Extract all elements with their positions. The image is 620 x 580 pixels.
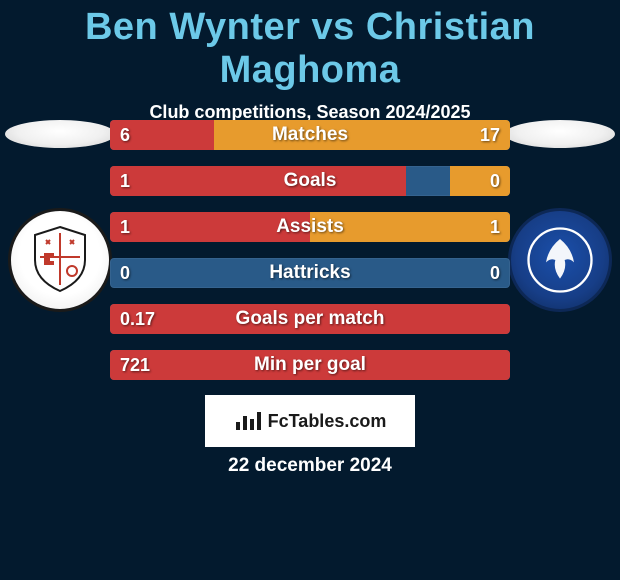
phoenix-icon [525, 225, 595, 295]
chart-area: 617Matches 10Goals 11Assists 0 0Hattricks 0.1… [0, 110, 620, 410]
bar-right-fill [450, 166, 510, 196]
bar-left-fill [110, 166, 406, 196]
right-player-column [500, 110, 620, 410]
stat-right-value: 0 [480, 258, 510, 288]
bar-chart-icon [234, 410, 262, 432]
branding-label: FcTables.com [268, 411, 387, 432]
player-oval-right [505, 120, 615, 148]
stat-row: 10Goals [110, 166, 510, 196]
player-oval-left [5, 120, 115, 148]
club-crest-right [508, 208, 612, 312]
bar-left-fill [110, 120, 214, 150]
left-player-column [0, 110, 120, 410]
club-crest-left [8, 208, 112, 312]
branding-box: FcTables.com [205, 395, 415, 447]
shield-icon [25, 225, 95, 295]
stat-bars: 617Matches 10Goals 11Assists 0 0Hattricks 0.1… [110, 120, 510, 396]
page-title: Ben Wynter vs Christian Maghoma [0, 0, 620, 92]
bar-right-fill [310, 212, 510, 242]
stat-row: 0 0Hattricks [110, 258, 510, 288]
stat-label: Hattricks [110, 258, 510, 288]
bar-left-fill [110, 212, 310, 242]
stat-row: 617Matches [110, 120, 510, 150]
bar-left-fill [110, 350, 510, 380]
stat-row: 0.17Goals per match [110, 304, 510, 334]
bar-left-fill [110, 304, 510, 334]
stat-left-value: 0 [110, 258, 140, 288]
date-label: 22 december 2024 [0, 455, 620, 477]
stat-row: 721Min per goal [110, 350, 510, 380]
stat-row: 11Assists [110, 212, 510, 242]
bar-right-fill [214, 120, 510, 150]
comparison-infographic: Ben Wynter vs Christian Maghoma Club com… [0, 0, 620, 580]
